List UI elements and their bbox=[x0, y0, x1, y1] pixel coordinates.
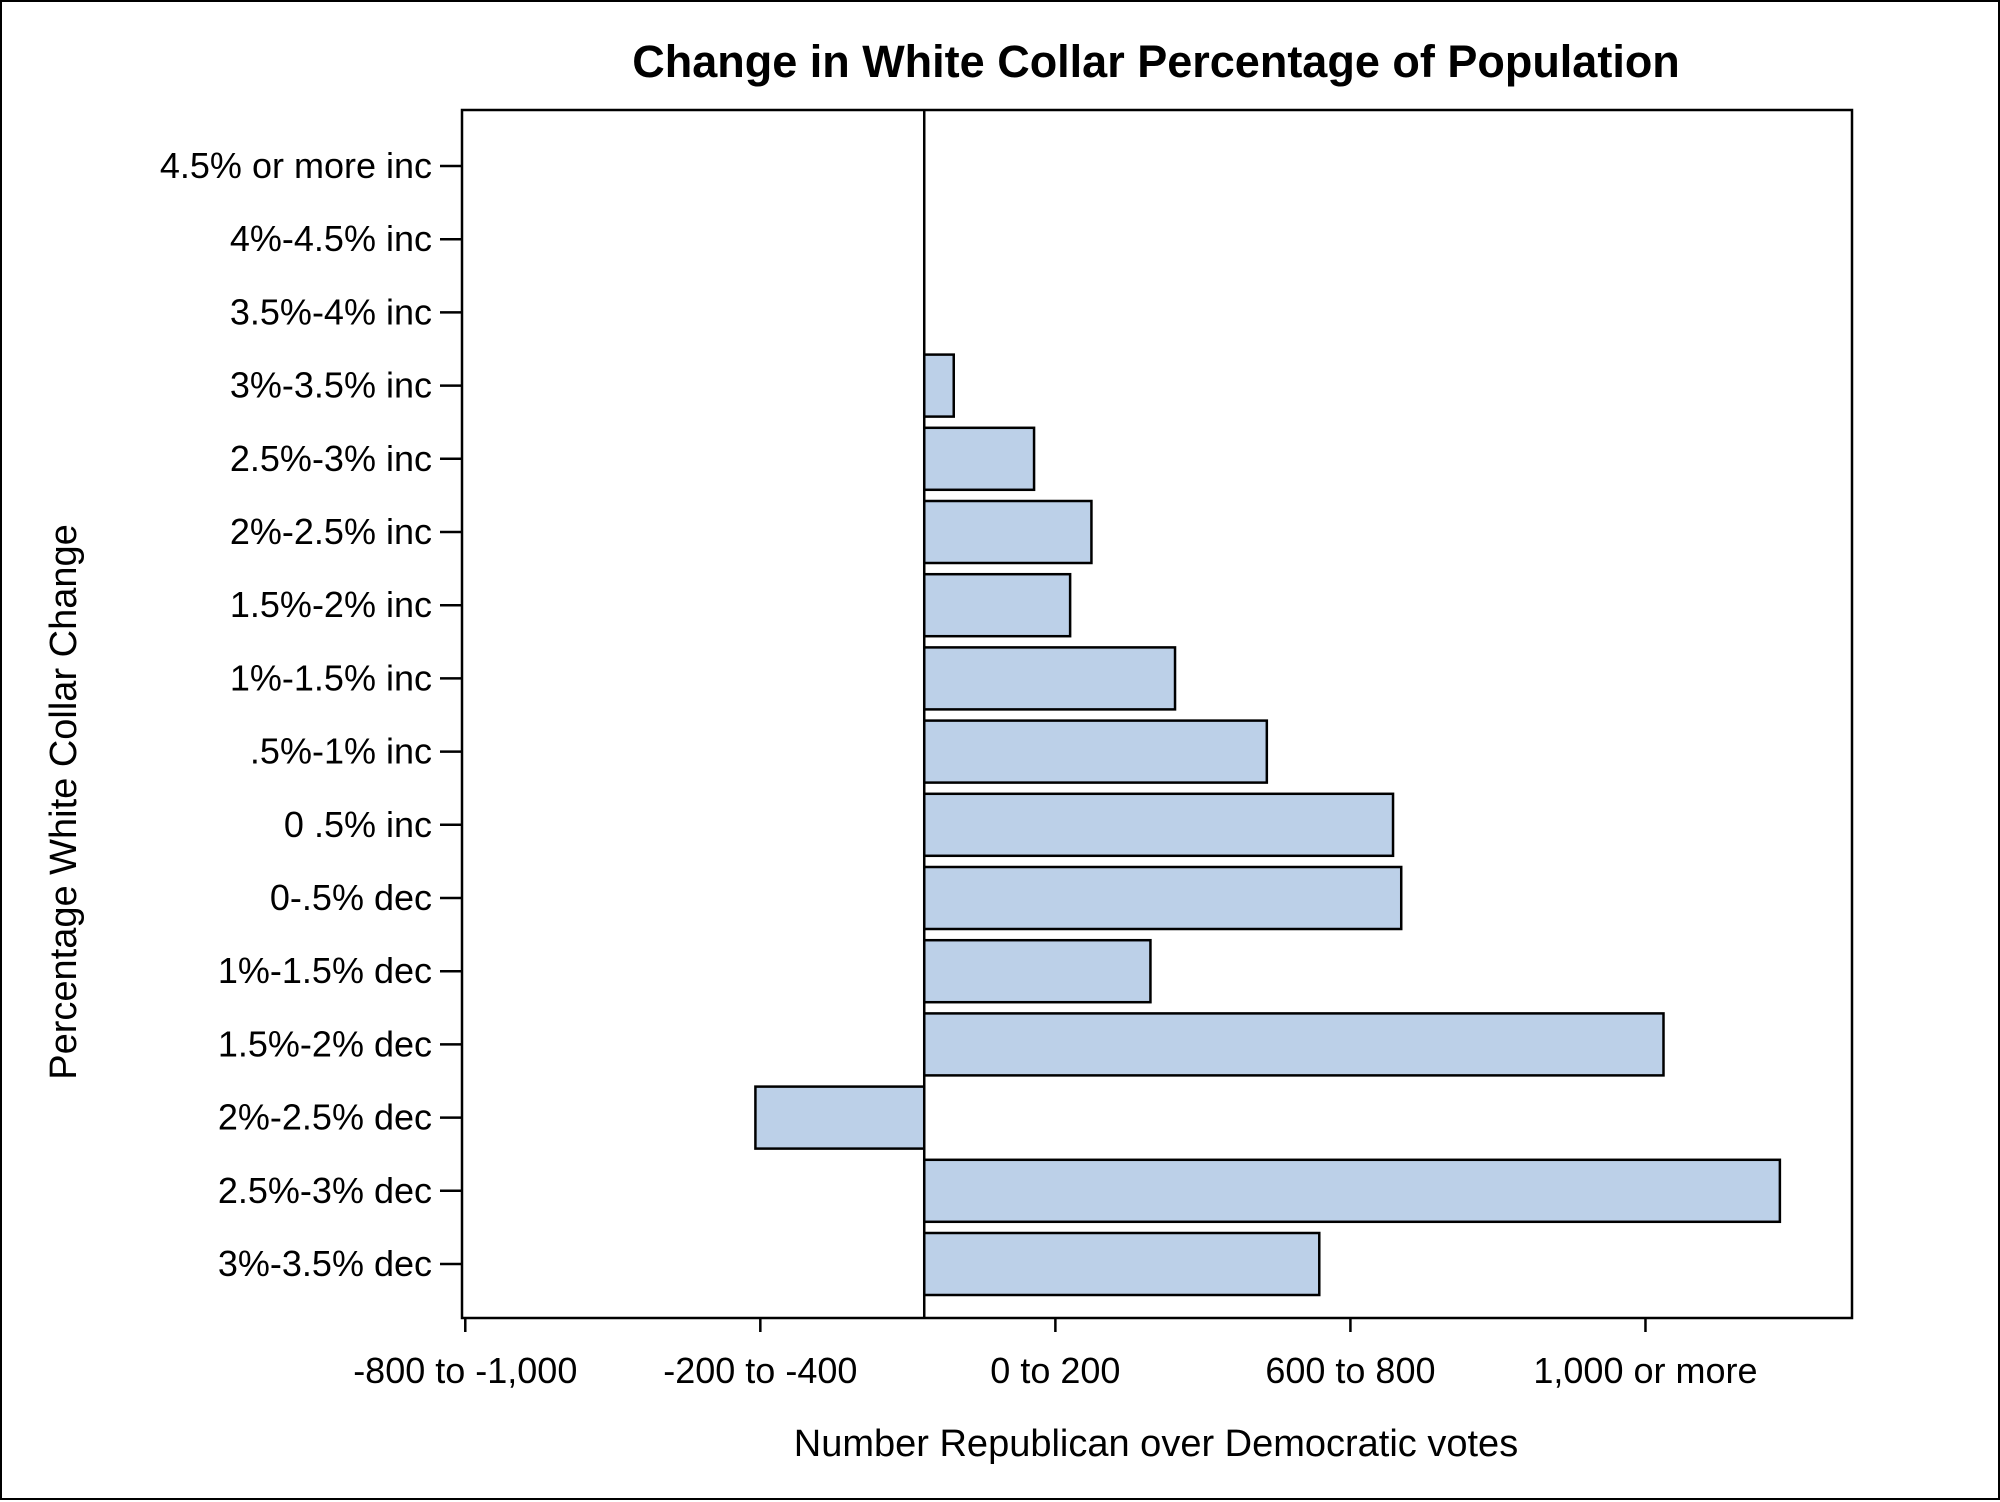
chart-title: Change in White Collar Percentage of Pop… bbox=[632, 36, 1680, 87]
y-tick-label: 2%-2.5% inc bbox=[230, 511, 432, 552]
bar-11 bbox=[922, 938, 1152, 1004]
y-tick-label: .5%-1% inc bbox=[250, 731, 432, 772]
bar-13 bbox=[754, 1085, 926, 1150]
bar-8 bbox=[922, 719, 1269, 784]
y-tick-label: 2.5%-3% dec bbox=[218, 1170, 432, 1211]
y-tick-label: 1%-1.5% inc bbox=[230, 657, 432, 698]
y-tick-label: 2%-2.5% dec bbox=[218, 1097, 432, 1138]
bar-14 bbox=[922, 1158, 1782, 1224]
bar-5 bbox=[922, 499, 1093, 565]
y-axis: 4.5% or more inc 4%-4.5% inc 3.5%-4% inc 3%… bbox=[160, 145, 462, 1284]
y-tick-label: 1.5%-2% inc bbox=[230, 584, 432, 625]
bar-15 bbox=[922, 1231, 1321, 1297]
bar-12 bbox=[922, 1012, 1665, 1077]
bar-4 bbox=[922, 426, 1036, 492]
x-axis: -800 to -1,000 -200 to -400 0 to 200 600 to… bbox=[353, 1318, 1758, 1391]
bar-3 bbox=[922, 353, 955, 418]
bar-9 bbox=[922, 792, 1395, 858]
x-tick-label: -200 to -400 bbox=[663, 1350, 857, 1391]
y-tick-label: 1%-1.5% dec bbox=[218, 950, 432, 991]
y-tick-label: 1.5%-2% dec bbox=[218, 1023, 432, 1064]
y-tick-label: 3%-3.5% dec bbox=[218, 1243, 432, 1284]
y-tick-label: 2.5%-3% inc bbox=[230, 438, 432, 479]
y-tick-label: 4%-4.5% inc bbox=[230, 218, 432, 259]
x-tick-label: 0 to 200 bbox=[990, 1350, 1120, 1391]
x-tick-label: 1,000 or more bbox=[1533, 1350, 1757, 1391]
y-tick-label: 3.5%-4% inc bbox=[230, 291, 432, 332]
x-tick-label: 600 to 800 bbox=[1265, 1350, 1435, 1391]
bars-layer bbox=[754, 353, 1782, 1297]
bar-10 bbox=[922, 865, 1403, 931]
y-tick-label: 0 .5% inc bbox=[284, 804, 432, 845]
bar-7 bbox=[922, 646, 1177, 711]
x-axis-title: Number Republican over Democratic votes bbox=[794, 1423, 1518, 1465]
bar-6 bbox=[922, 572, 1072, 638]
y-tick-label: 4.5% or more inc bbox=[160, 145, 432, 186]
y-axis-title: Percentage White Collar Change bbox=[43, 524, 85, 1080]
y-tick-label: 0-.5% dec bbox=[270, 877, 432, 918]
y-tick-label: 3%-3.5% inc bbox=[230, 365, 432, 406]
plot-area-border bbox=[460, 108, 1854, 1320]
x-tick-label: -800 to -1,000 bbox=[353, 1350, 577, 1391]
